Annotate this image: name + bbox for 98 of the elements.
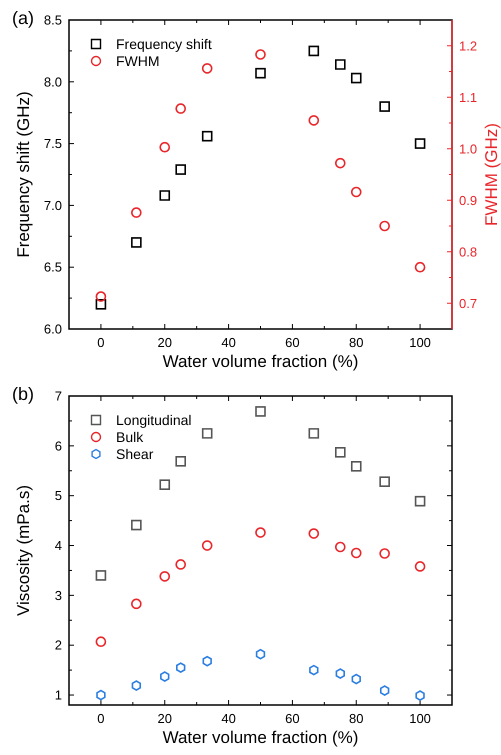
- x-tick-label: 0: [97, 335, 105, 350]
- point: [414, 496, 426, 506]
- y2-tick-label: 0.9: [459, 192, 478, 208]
- y-tick-label: 8.5: [44, 12, 62, 28]
- x-axis-title: Water volume fraction (%): [162, 352, 358, 371]
- point: [255, 406, 266, 417]
- x-tick-label: 0: [97, 711, 105, 726]
- point: [175, 103, 186, 114]
- point: [255, 68, 266, 78]
- point: [202, 656, 212, 666]
- y2-tick-label: 1.0: [459, 141, 478, 156]
- x-tick-label: 40: [221, 711, 236, 726]
- x-tick-label: 60: [285, 335, 300, 350]
- x-tick-label: 20: [158, 711, 172, 726]
- point: [415, 690, 425, 701]
- x-axis-title: Water volume fraction (%): [162, 728, 358, 747]
- y-tick-label: 3: [54, 588, 62, 603]
- point: [309, 664, 318, 676]
- point: [202, 130, 212, 142]
- point: [334, 542, 346, 552]
- y-axis-title: Viscosity (mPa.s): [14, 485, 33, 616]
- y-tick-label: 6.5: [44, 260, 62, 275]
- y-tick-label: 8.0: [44, 74, 62, 90]
- point: [308, 46, 320, 56]
- point: [308, 528, 320, 539]
- y-tick-label: 7.0: [44, 198, 62, 213]
- point: [175, 164, 186, 175]
- point: [414, 561, 426, 572]
- point: [159, 571, 170, 582]
- y-axis-title: Frequency shift (GHz): [14, 91, 33, 258]
- x-tick-label: 60: [285, 711, 300, 726]
- x-tick-label: 100: [409, 335, 431, 350]
- y-tick-label: 6.0: [44, 322, 62, 336]
- point: [379, 548, 390, 559]
- point: [176, 662, 186, 673]
- point: [308, 115, 320, 126]
- y2-tick-label: 1.1: [459, 90, 478, 105]
- y-tick-label: 4: [54, 538, 62, 554]
- x-tick-label: 20: [158, 335, 172, 350]
- point: [96, 298, 106, 310]
- point: [350, 186, 362, 198]
- point: [131, 520, 142, 530]
- point: [131, 237, 142, 248]
- point: [96, 636, 106, 647]
- point: [96, 570, 106, 581]
- point: [255, 49, 266, 60]
- point: [96, 291, 106, 302]
- x-tick-label: 40: [221, 335, 236, 350]
- point: [379, 101, 390, 112]
- point: [414, 262, 426, 272]
- point: [255, 527, 266, 538]
- point: [159, 479, 170, 490]
- point: [175, 559, 186, 570]
- legend-label: FWHM: [116, 53, 160, 69]
- y-tick-label: 2: [54, 638, 62, 653]
- chart-title: (a): [12, 8, 34, 28]
- chart-title: (b): [12, 384, 34, 404]
- point: [334, 447, 346, 458]
- point: [350, 460, 362, 472]
- y2-tick-label: 0.7: [459, 296, 478, 311]
- point: [350, 72, 362, 84]
- point: [336, 668, 345, 679]
- point: [352, 674, 361, 684]
- point: [202, 540, 212, 551]
- point: [256, 648, 266, 660]
- point: [175, 456, 186, 467]
- y-tick-label: 7.5: [44, 136, 62, 152]
- y-tick-label: 6: [54, 438, 62, 454]
- point: [202, 428, 212, 439]
- point: [334, 59, 346, 70]
- legend-label: Bulk: [116, 429, 144, 445]
- y-tick-label: 7: [54, 388, 62, 404]
- legend-label: Longitudinal: [116, 412, 192, 428]
- x-tick-label: 100: [409, 711, 431, 726]
- legend-label: Shear: [116, 446, 154, 462]
- point: [308, 428, 320, 439]
- point: [131, 207, 142, 218]
- x-tick-label: 80: [349, 335, 364, 350]
- y2-axis-title: FWHM (GHz): [482, 123, 501, 226]
- point: [414, 138, 426, 149]
- point: [159, 190, 170, 201]
- point: [159, 142, 170, 152]
- y2-tick-label: 1.2: [459, 38, 478, 54]
- point: [350, 548, 362, 558]
- point: [379, 476, 390, 488]
- y-tick-label: 1: [54, 688, 62, 703]
- point: [132, 680, 142, 691]
- point: [160, 671, 170, 682]
- legend-label: Frequency shift: [116, 36, 212, 52]
- point: [202, 63, 212, 74]
- y-tick-label: 5: [54, 488, 62, 504]
- y2-tick-label: 0.8: [459, 244, 478, 260]
- point: [131, 598, 142, 610]
- point: [96, 690, 106, 700]
- point: [380, 685, 390, 696]
- point: [379, 220, 390, 232]
- point: [334, 158, 346, 168]
- x-tick-label: 80: [349, 711, 364, 726]
